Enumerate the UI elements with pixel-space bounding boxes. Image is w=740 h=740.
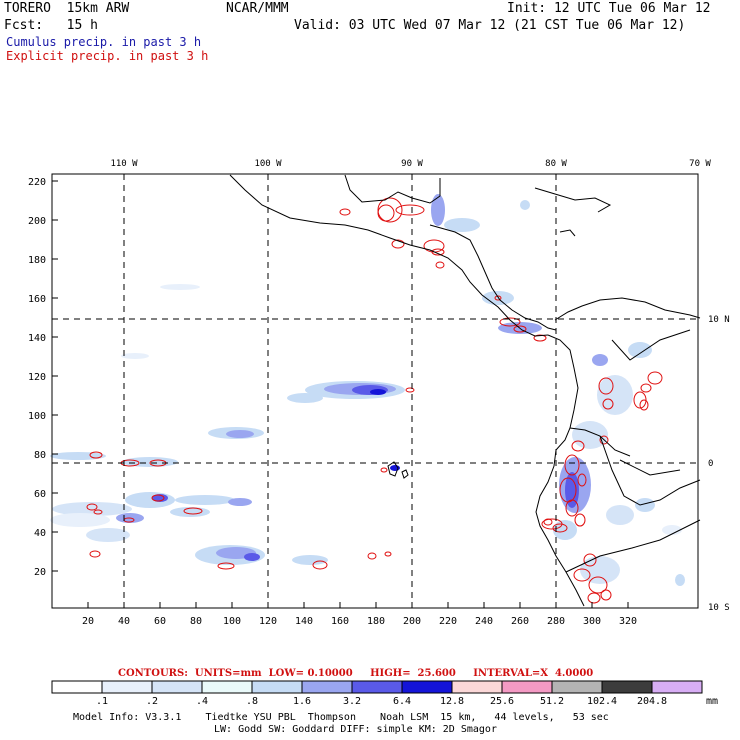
y-tick-label: 100: [28, 411, 46, 422]
model-info-line1: Model Info: V3.3.1 Tiedtke YSU PBL Thomp…: [73, 712, 609, 723]
lon-label: 110 W: [110, 159, 138, 169]
colorbar-unit: mm: [706, 697, 718, 707]
y-tick-label: 200: [28, 216, 46, 227]
colorbar-swatch: [52, 681, 102, 693]
x-tick-labels: 20 40 60 80 100 120 140 160 180 200 220 240 260 280 30…: [82, 616, 637, 627]
colorbar-swatch: [552, 681, 602, 693]
y-tick-label: 80: [34, 450, 46, 461]
colorbar-label: .1: [82, 697, 122, 707]
y-tick-label: 180: [28, 255, 46, 266]
colorbar-label: 12.8: [432, 697, 472, 707]
model-info-line2: LW: Godd SW: Goddard DIFF: simple KM: 2D…: [214, 724, 497, 735]
contour-high: HIGH= 25.600: [370, 668, 456, 679]
colorbar-swatch: [102, 681, 152, 693]
y-tick-label: 140: [28, 333, 46, 344]
colorbar-label: .8: [232, 697, 272, 707]
lon-label: 100 W: [254, 159, 282, 169]
y-tick-marks: [52, 181, 58, 571]
y-tick-label: 40: [34, 528, 46, 539]
contour-label: CONTOURS:: [118, 668, 188, 679]
colorbar-swatch: [652, 681, 702, 693]
precip-map: 20 40 60 80 100 120 140 160 180 200 220 240 260 280 30…: [0, 0, 740, 740]
y-tick-label: 120: [28, 372, 46, 383]
lat-label: 10 N: [708, 315, 730, 325]
x-tick-label: 20: [82, 616, 94, 627]
x-tick-label: 320: [619, 616, 637, 627]
contour-interval: INTERVAL=X 4.0000: [473, 668, 593, 679]
colorbar-label: 1.6: [282, 697, 322, 707]
colorbar-label: 25.6: [482, 697, 522, 707]
x-tick-label: 260: [511, 616, 529, 627]
y-tick-label: 220: [28, 177, 46, 188]
x-tick-label: 140: [295, 616, 313, 627]
lat-label: 10 S: [708, 603, 730, 613]
lon-label: 80 W: [545, 159, 567, 169]
colorbar-swatch: [502, 681, 552, 693]
colorbar-swatch: [202, 681, 252, 693]
colorbar-swatch: [602, 681, 652, 693]
x-tick-label: 80: [190, 616, 202, 627]
x-tick-label: 200: [403, 616, 421, 627]
x-tick-marks: [88, 602, 628, 608]
y-tick-label: 60: [34, 489, 46, 500]
x-tick-label: 100: [223, 616, 241, 627]
y-tick-labels: 20 40 60 80 100 120 140 160 180 200 220: [28, 177, 46, 578]
x-tick-label: 60: [154, 616, 166, 627]
contour-info: CONTOURS: UNITS=mm LOW= 0.10000 HIGH= 25…: [118, 668, 593, 679]
colorbar-swatch: [452, 681, 502, 693]
x-tick-label: 240: [475, 616, 493, 627]
x-tick-label: 160: [331, 616, 349, 627]
colorbar-label: .2: [132, 697, 172, 707]
y-tick-label: 160: [28, 294, 46, 305]
colorbar-label: .4: [182, 697, 222, 707]
longitude-labels: 110 W 100 W 90 W 80 W 70 W: [110, 159, 711, 169]
contour-low: LOW= 0.10000: [269, 668, 353, 679]
colorbar-label: 51.2: [532, 697, 572, 707]
lat-label: 0: [708, 459, 713, 469]
x-tick-label: 280: [547, 616, 565, 627]
colorbar-label: 6.4: [382, 697, 422, 707]
contour-units: UNITS=mm: [195, 668, 262, 679]
x-tick-label: 220: [439, 616, 457, 627]
y-tick-label: 20: [34, 567, 46, 578]
cumulus-precip-areas: [50, 194, 685, 586]
lon-label: 90 W: [401, 159, 423, 169]
colorbar-label: 102.4: [582, 697, 622, 707]
lon-label: 70 W: [689, 159, 711, 169]
x-tick-label: 120: [259, 616, 277, 627]
colorbar-label: 3.2: [332, 697, 372, 707]
colorbar-swatch: [252, 681, 302, 693]
colorbar-label: 204.8: [632, 697, 672, 707]
x-tick-label: 40: [118, 616, 130, 627]
x-tick-label: 180: [367, 616, 385, 627]
colorbar-swatch: [352, 681, 402, 693]
colorbar: [52, 681, 702, 693]
x-tick-label: 300: [583, 616, 601, 627]
latitude-labels: 10 N 0 10 S: [708, 315, 730, 613]
colorbar-swatch: [402, 681, 452, 693]
colorbar-swatch: [302, 681, 352, 693]
colorbar-swatch: [152, 681, 202, 693]
